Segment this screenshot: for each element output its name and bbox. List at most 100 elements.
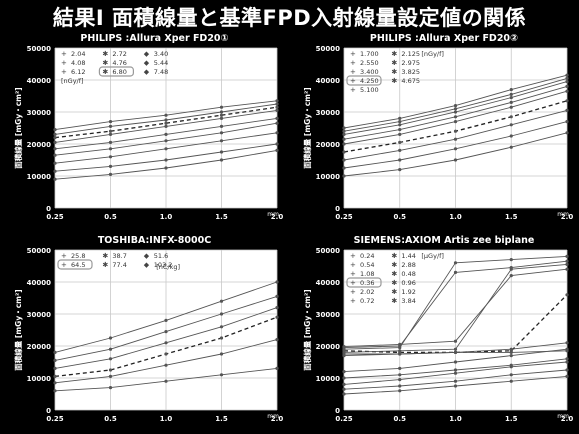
data-point <box>453 137 458 141</box>
data-point <box>219 352 224 356</box>
x-tick-label: 2.0 <box>561 213 574 221</box>
data-point <box>509 115 513 119</box>
legend-entry: 2.125 <box>401 50 420 58</box>
data-point <box>398 352 402 356</box>
data-point <box>164 379 168 383</box>
legend-entry: 1.08 <box>360 270 374 278</box>
data-point <box>53 366 57 370</box>
x-tick-label: 0.5 <box>104 213 117 221</box>
data-point <box>342 166 346 170</box>
legend-entry: 0.54 <box>360 261 374 269</box>
data-point <box>275 338 279 342</box>
chart-svg: PHILIPS :Allura Xper FD20② 0 10000 20000 300… <box>302 33 574 221</box>
y-tick-label: 10000 <box>316 375 340 383</box>
data-point <box>509 100 513 104</box>
data-point <box>453 158 458 162</box>
data-point <box>164 132 168 136</box>
x-unit-label: mm <box>557 413 569 420</box>
data-point <box>53 153 57 157</box>
data-point <box>164 139 168 143</box>
legend-entry: 2.550 <box>360 59 379 67</box>
x-unit-label: mm <box>267 211 279 218</box>
data-point <box>509 363 513 367</box>
data-point <box>53 177 57 181</box>
chart-panel-philips-2: PHILIPS :Allura Xper FD20② 0 10000 20000 300… <box>289 28 579 228</box>
y-tick-label: 20000 <box>27 343 51 351</box>
data-point <box>453 379 458 383</box>
data-point <box>398 366 402 370</box>
legend-marker: ✱ <box>102 50 108 58</box>
data-point <box>108 172 113 176</box>
legend-marker: ✱ <box>391 50 397 58</box>
data-point <box>108 155 113 159</box>
x-tick-label: 0.5 <box>104 415 117 423</box>
data-point <box>565 120 569 124</box>
chart-svg: PHILIPS :Allura Xper FD20① 0 10000 20000 300… <box>13 33 283 221</box>
legend-unit: [nGy/f] <box>61 77 84 85</box>
data-point <box>342 345 346 349</box>
legend-entry: 1.92 <box>401 288 415 296</box>
data-point <box>219 139 224 143</box>
data-point <box>342 129 346 133</box>
legend: +2.04 + 4.08 + 6.12 ✱ 2.72 ✱ 4.76 ✱ 6.80 ◆ 3.40 ◆ 5.44… <box>61 50 168 85</box>
data-point <box>219 105 224 109</box>
legend-marker: ◆ <box>144 59 150 67</box>
data-point <box>342 174 346 178</box>
data-point <box>509 347 513 351</box>
legend-marker: + <box>350 288 356 296</box>
data-point <box>108 132 113 136</box>
y-tick-label: 50000 <box>316 247 340 255</box>
y-axis-label: 面積線量 [mGy・cm²] <box>302 87 312 168</box>
data-point <box>453 339 458 343</box>
y-tick-label: 40000 <box>27 279 51 287</box>
data-point <box>53 132 57 136</box>
legend-entry: 0.96 <box>401 279 415 287</box>
x-tick-label: 0.25 <box>335 415 352 423</box>
data-point <box>509 105 513 109</box>
legend-entry: 0.48 <box>401 270 415 278</box>
y-tick-label: 0 <box>335 205 340 213</box>
y-tick-label: 20000 <box>316 343 340 351</box>
data-point <box>565 360 569 364</box>
data-point <box>108 129 113 133</box>
y-tick-label: 50000 <box>27 45 51 53</box>
data-point <box>219 373 224 377</box>
data-point <box>565 374 569 378</box>
data-point <box>275 116 279 120</box>
data-point <box>509 92 513 96</box>
y-axis-label: 面積線量 [mGy・cm²] <box>13 87 23 168</box>
legend-marker: ✱ <box>391 270 397 278</box>
y-tick-label: 30000 <box>27 109 51 117</box>
data-point <box>108 374 113 378</box>
data-point <box>275 108 279 112</box>
data-point <box>342 370 346 374</box>
chart-svg: SIEMENS:AXIOM Artis zee biplane 0 10000 200… <box>302 235 573 423</box>
data-point <box>219 110 224 114</box>
data-point <box>342 150 346 154</box>
chart-panel-siemens: SIEMENS:AXIOM Artis zee biplane 0 10000 200… <box>289 230 579 430</box>
y-axis-label: 面積線量 [mGy・cm²] <box>13 289 23 370</box>
data-point <box>342 392 346 396</box>
data-point <box>275 121 279 125</box>
data-point <box>453 368 458 372</box>
data-point <box>164 341 168 345</box>
legend-highlight <box>346 277 382 288</box>
data-point <box>53 136 57 140</box>
data-point <box>565 99 569 103</box>
y-tick-label: 30000 <box>316 109 340 117</box>
data-point <box>275 315 279 319</box>
data-point <box>53 147 57 151</box>
legend-marker: + <box>350 279 356 287</box>
y-tick-label: 10000 <box>27 375 51 383</box>
data-point <box>509 88 513 92</box>
legend-marker: ✱ <box>102 68 108 76</box>
data-point <box>453 120 458 124</box>
x-tick-label: 0.5 <box>394 213 407 221</box>
data-point <box>398 158 402 162</box>
data-point <box>565 76 569 80</box>
data-point <box>453 129 458 133</box>
x-unit-label: mm <box>267 413 279 420</box>
legend-unit: [nC/kg] <box>156 263 180 271</box>
data-point <box>453 384 458 388</box>
